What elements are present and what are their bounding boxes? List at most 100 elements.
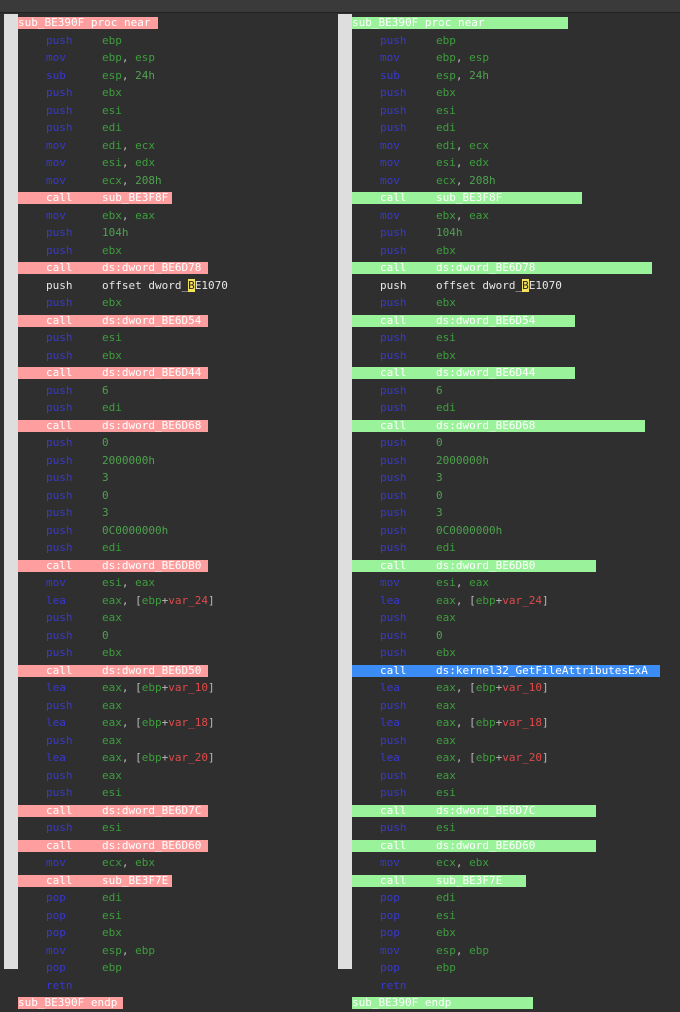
- mnemonic: push: [46, 296, 73, 309]
- operand: 0C0000000h: [102, 523, 169, 537]
- operand: esi: [102, 103, 122, 117]
- mnemonic: push: [46, 383, 73, 397]
- mnemonic: push: [380, 628, 407, 642]
- mnemonic: push: [46, 628, 73, 642]
- operand: ebx, eax: [436, 208, 489, 222]
- operand: edi: [436, 401, 456, 414]
- diff-added-highlight: [352, 839, 596, 852]
- mnemonic: mov: [380, 156, 400, 169]
- mnemonic: lea: [46, 593, 66, 607]
- mnemonic: call: [380, 873, 407, 887]
- mnemonic: mov: [46, 173, 66, 187]
- operand: 2000000h: [436, 453, 489, 467]
- mnemonic: push: [380, 348, 407, 362]
- mnemonic: sub: [380, 68, 400, 82]
- mnemonic: push: [46, 506, 73, 519]
- diff-added-highlight: [352, 874, 526, 887]
- operand: ebx: [436, 243, 456, 257]
- mnemonic: push: [46, 523, 73, 537]
- mnemonic: call: [380, 313, 407, 327]
- mnemonic: call: [380, 558, 407, 572]
- operand: ecx, 208h: [102, 173, 162, 187]
- operand: edi: [436, 541, 456, 554]
- left-gutter: [4, 14, 18, 969]
- operand: ebx: [102, 296, 122, 309]
- operand: offset dword_BE1070: [436, 278, 562, 292]
- operand: ds:dword_BE6D60: [102, 838, 202, 852]
- diff-removed-highlight: [18, 367, 208, 379]
- operand: edi: [102, 541, 122, 554]
- mnemonic: push: [46, 733, 73, 747]
- mnemonic: push: [46, 488, 73, 502]
- mnemonic: push: [46, 103, 73, 117]
- diff-removed-highlight: [18, 839, 208, 852]
- operand: edi: [102, 891, 122, 904]
- mnemonic: push: [46, 121, 73, 134]
- operand: ds:dword_BE6D54: [436, 313, 536, 327]
- operand: 0: [436, 436, 443, 449]
- mnemonic: pop: [380, 961, 400, 974]
- mnemonic: push: [380, 646, 407, 659]
- operand: 6: [102, 383, 109, 397]
- operand: edi, ecx: [436, 138, 489, 152]
- mnemonic: call: [46, 418, 73, 432]
- mnemonic: retn: [46, 978, 73, 992]
- mnemonic: push: [380, 121, 407, 134]
- mnemonic: mov: [46, 856, 66, 869]
- operand: ebx: [436, 86, 456, 99]
- diff-removed-highlight: [18, 559, 208, 572]
- operand: esi, eax: [436, 576, 489, 589]
- mnemonic: push: [46, 471, 73, 484]
- mnemonic: mov: [46, 943, 66, 957]
- mnemonic: push: [380, 453, 407, 467]
- operand: ebx: [436, 296, 456, 309]
- mnemonic: push: [380, 86, 407, 99]
- operand: ds:dword_BE6D7C: [102, 803, 202, 817]
- mnemonic: lea: [380, 716, 400, 729]
- diff-added-highlight: [352, 192, 582, 204]
- operand: ecx, ebx: [102, 856, 155, 869]
- mnemonic: retn: [380, 978, 407, 992]
- mnemonic: lea: [46, 681, 66, 694]
- operand: 3: [436, 506, 443, 519]
- operand: ebx: [102, 86, 122, 99]
- mnemonic: push: [46, 33, 73, 47]
- mnemonic: push: [380, 226, 407, 239]
- operand: ebx: [436, 646, 456, 659]
- mnemonic: mov: [46, 51, 66, 64]
- operand: ebx: [102, 243, 122, 257]
- operand: ds:dword_BE6D60: [436, 838, 536, 852]
- operand: ebp: [102, 33, 122, 47]
- operand: ds:dword_BE6D7C: [436, 803, 536, 817]
- operand: esi, eax: [102, 576, 155, 589]
- operand: ecx, ebx: [436, 856, 489, 869]
- operand: edi: [102, 401, 122, 414]
- operand: esp, ebp: [102, 943, 155, 957]
- mnemonic: pop: [46, 926, 66, 939]
- proc-label: sub_BE390F proc near: [352, 16, 485, 29]
- diff-removed-highlight: [18, 419, 208, 432]
- mnemonic: mov: [46, 156, 66, 169]
- operand: eax, [ebp+var_10]: [102, 681, 215, 694]
- mnemonic: call: [46, 313, 73, 327]
- operand: esi: [436, 821, 456, 834]
- operand: eax, [ebp+var_18]: [102, 716, 215, 729]
- operand: eax: [436, 768, 456, 782]
- mnemonic: mov: [46, 576, 66, 589]
- operand: esi: [436, 908, 456, 922]
- mnemonic: mov: [46, 138, 66, 152]
- operand: eax, [ebp+var_20]: [102, 751, 215, 764]
- mnemonic: call: [380, 191, 407, 204]
- operand: eax: [102, 698, 122, 712]
- mnemonic: push: [380, 278, 407, 292]
- operand: sub_BE3F8F: [436, 191, 503, 204]
- mnemonic: push: [380, 243, 407, 257]
- operand: esi: [102, 908, 122, 922]
- proc-label: sub_BE390F proc near: [18, 16, 151, 29]
- operand: eax, [ebp+var_24]: [436, 593, 549, 607]
- mnemonic: push: [46, 611, 73, 624]
- mnemonic: mov: [380, 576, 400, 589]
- operand: edi: [102, 121, 122, 134]
- mnemonic: lea: [380, 593, 400, 607]
- diff-removed-highlight: [18, 874, 172, 887]
